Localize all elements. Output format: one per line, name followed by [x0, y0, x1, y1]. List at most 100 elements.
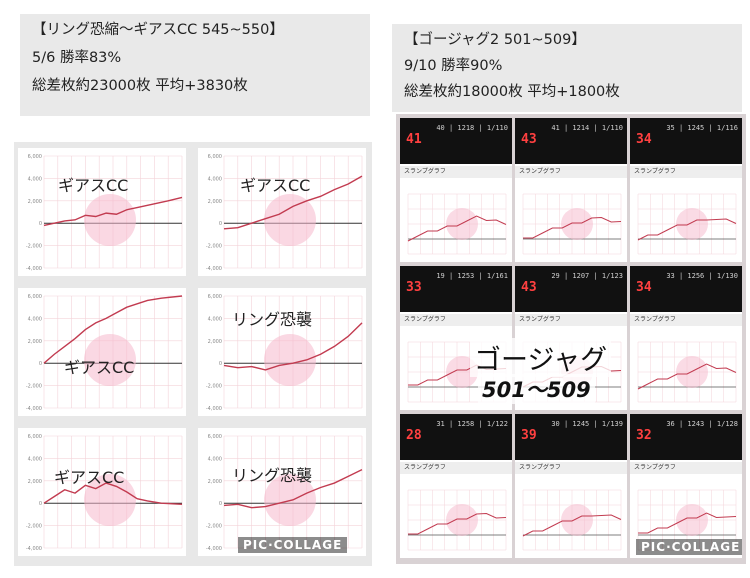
- y-tick-label: 0: [219, 361, 222, 367]
- left-header-winrate: 5/6 勝率83%: [32, 50, 122, 66]
- mini-slump-graph: [522, 489, 622, 551]
- machine-number: 32: [636, 428, 652, 443]
- graph-machine-label: ギアスCC: [54, 468, 125, 487]
- slump-line: [223, 468, 363, 509]
- overlay-subtitle: 501〜509: [478, 374, 595, 404]
- y-tick-label: 6,000: [28, 294, 42, 300]
- slump-graph-4: 6,000 4,000 2,000 0 -2,000 -4,000 リング恐襲: [198, 288, 366, 416]
- y-tick-label: 2,000: [28, 199, 42, 205]
- y-tick-label: -4,000: [206, 406, 222, 412]
- y-tick-label: -2,000: [206, 244, 222, 250]
- machine-screen-8: 39 30 | 1245 | 1/139 スランプグラフ: [515, 414, 627, 558]
- slump-graph-title: スランプグラフ: [515, 166, 627, 178]
- machine-stats: 19 | 1253 | 1/161: [436, 272, 508, 280]
- right-header-winrate: 9/10 勝率90%: [404, 58, 503, 74]
- y-tick-label: 4,000: [208, 456, 222, 462]
- data-counter-display: 34 35 | 1245 | 1/116: [630, 118, 742, 164]
- slump-line: [223, 175, 363, 230]
- y-tick-label: 0: [39, 361, 42, 367]
- right-header: 【ゴージャグ2 501~509】 9/10 勝率90% 総差枚約18000枚 平…: [392, 24, 742, 112]
- slump-graph-5: 6,000 4,000 2,000 0 -2,000 -4,000 ギアスCC: [18, 428, 186, 556]
- watermark-circle: [561, 208, 593, 240]
- y-tick-label: -4,000: [206, 546, 222, 552]
- slump-graph-title: スランプグラフ: [515, 314, 627, 326]
- slump-line: [43, 482, 183, 506]
- slump-graph-svg: 6,000 4,000 2,000 0 -2,000 -4,000: [206, 154, 363, 272]
- machine-stats: 36 | 1243 | 1/128: [666, 420, 738, 428]
- y-tick-label: -4,000: [26, 546, 42, 552]
- slump-line: [43, 295, 183, 364]
- data-counter-display: 41 40 | 1218 | 1/110: [400, 118, 512, 164]
- slump-graph-6: 6,000 4,000 2,000 0 -2,000 -4,000 リング恐襲 PIC·COL…: [198, 428, 366, 556]
- watermark-circle: [446, 504, 478, 536]
- right-header-total: 総差枚約18000枚 平均+1800枚: [404, 84, 620, 100]
- slump-line: [638, 512, 737, 534]
- mini-slump-graph: [637, 489, 737, 551]
- machine-screen-1: 41 40 | 1218 | 1/110 スランプグラフ: [400, 118, 512, 262]
- mini-slump-graph: [407, 193, 507, 255]
- y-tick-label: -4,000: [26, 406, 42, 412]
- machine-number: 33: [406, 280, 422, 295]
- machine-stats: 30 | 1245 | 1/139: [551, 420, 623, 428]
- slump-line: [407, 215, 507, 242]
- mini-slump-graph: [522, 193, 622, 255]
- graph-machine-label: リング恐襲: [232, 466, 313, 485]
- y-tick-label: 4,000: [28, 316, 42, 322]
- y-tick-label: -2,000: [26, 524, 42, 530]
- slump-graph-title: スランプグラフ: [400, 166, 512, 178]
- machine-number: 43: [521, 132, 537, 147]
- machine-stats: 40 | 1218 | 1/110: [436, 124, 508, 132]
- y-tick-label: 6,000: [208, 434, 222, 440]
- machine-number: 43: [521, 280, 537, 295]
- y-tick-label: 6,000: [208, 294, 222, 300]
- slump-graph-svg: 6,000 4,000 2,000 0 -2,000 -4,000: [206, 434, 363, 552]
- machine-screen-3: 34 35 | 1245 | 1/116 スランプグラフ: [630, 118, 742, 262]
- mini-slump-graph: [407, 489, 507, 551]
- watermark-circle: [84, 334, 136, 386]
- y-tick-label: 6,000: [28, 154, 42, 160]
- data-counter-display: 43 29 | 1207 | 1/123: [515, 266, 627, 312]
- data-counter-display: 32 36 | 1243 | 1/128: [630, 414, 742, 460]
- slump-graph-1: 6,000 4,000 2,000 0 -2,000 -4,000 ギアスCC: [18, 148, 186, 276]
- slump-graph-title: スランプグラフ: [515, 462, 627, 474]
- machine-number: 28: [406, 428, 422, 443]
- slump-graph-2: 6,000 4,000 2,000 0 -2,000 -4,000 ギアスCC: [198, 148, 366, 276]
- slump-graph-title: スランプグラフ: [630, 462, 742, 474]
- y-tick-label: 0: [39, 221, 42, 227]
- slump-graph-svg: 6,000 4,000 2,000 0 -2,000 -4,000: [26, 434, 183, 552]
- slump-graph-svg: 6,000 4,000 2,000 0 -2,000 -4,000: [206, 294, 363, 412]
- pic-collage-watermark: PIC·COLLAGE: [238, 537, 348, 553]
- y-tick-label: 4,000: [28, 176, 42, 182]
- graph-machine-label: ギアスCC: [64, 358, 135, 377]
- y-tick-label: 2,000: [28, 479, 42, 485]
- watermark-circle: [264, 194, 316, 246]
- slump-graph-title: スランプグラフ: [630, 314, 742, 326]
- y-tick-label: 0: [39, 501, 42, 507]
- machine-stats: 29 | 1207 | 1/123: [551, 272, 623, 280]
- slump-graph-3: 6,000 4,000 2,000 0 -2,000 -4,000 ギアスCC: [18, 288, 186, 416]
- mini-slump-graph: [637, 341, 737, 403]
- y-tick-label: 4,000: [208, 316, 222, 322]
- left-header: 【リング恐縮〜ギアスCC 545~550】 5/6 勝率83% 総差枚約2300…: [20, 14, 370, 116]
- machine-number: 41: [406, 132, 422, 147]
- watermark-circle: [84, 194, 136, 246]
- machine-number: 34: [636, 280, 652, 295]
- y-tick-label: 0: [219, 501, 222, 507]
- y-tick-label: 0: [219, 221, 222, 227]
- slump-line: [43, 196, 183, 227]
- machine-stats: 33 | 1256 | 1/130: [666, 272, 738, 280]
- overlay-title: ゴージャグ: [470, 338, 612, 377]
- y-tick-label: -2,000: [26, 384, 42, 390]
- watermark-circle: [264, 334, 316, 386]
- y-tick-label: -2,000: [206, 384, 222, 390]
- data-counter-display: 33 19 | 1253 | 1/161: [400, 266, 512, 312]
- y-tick-label: 6,000: [28, 434, 42, 440]
- y-tick-label: 2,000: [208, 479, 222, 485]
- y-tick-label: -4,000: [206, 266, 222, 272]
- left-header-total: 総差枚約23000枚 平均+3830枚: [32, 78, 248, 94]
- y-tick-label: 2,000: [28, 339, 42, 345]
- data-counter-display: 43 41 | 1214 | 1/110: [515, 118, 627, 164]
- machine-screen-7: 28 31 | 1258 | 1/122 スランプグラフ: [400, 414, 512, 558]
- right-machine-grid: 41 40 | 1218 | 1/110 スランプグラフ 43 41 | 1214 | …: [396, 114, 746, 564]
- right-collage: 【ゴージャグ2 501~509】 9/10 勝率90% 総差枚約18000枚 平…: [378, 0, 750, 578]
